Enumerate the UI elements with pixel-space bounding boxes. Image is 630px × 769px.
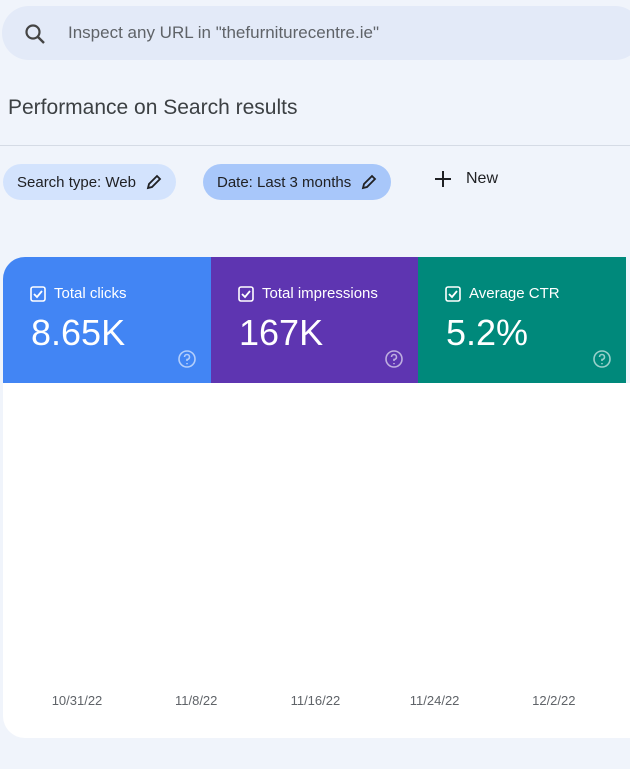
card-value: 8.65K	[31, 312, 126, 353]
metric-card[interactable]: Total clicks 8.65K	[3, 257, 211, 383]
card-label-row: Total clicks	[30, 285, 127, 302]
card-value: 5.2%	[446, 312, 529, 353]
chart-panel	[3, 383, 630, 738]
edit-icon	[362, 174, 377, 190]
metric-card[interactable]: Average CTR 5.2%	[418, 257, 626, 383]
search-placeholder: Inspect any URL in "thefurniturecentre.i…	[68, 23, 379, 42]
help-icon	[178, 350, 196, 368]
checkbox	[30, 285, 46, 302]
divider	[0, 145, 630, 146]
x-tick-label: 11/24/22	[410, 693, 460, 708]
filter-chip[interactable]: Search type: Web	[3, 164, 176, 200]
checkbox	[445, 285, 461, 302]
card-label: Average CTR	[469, 285, 560, 302]
card-label-row: Total impressions	[238, 285, 378, 302]
help-icon	[593, 350, 611, 368]
help-circle	[178, 350, 196, 368]
new-label: New	[466, 170, 499, 187]
x-tick-label: 10/31/22	[52, 693, 103, 708]
metric-card[interactable]: Total impressions 167K	[211, 257, 418, 383]
help-circle	[593, 350, 611, 368]
chart: 10/31/22 11/8/22 11/16/22 11/24/22 12/2/22	[52, 693, 576, 708]
help-mark	[183, 353, 191, 365]
new-button[interactable]: New	[434, 170, 498, 188]
search-bar[interactable]	[2, 6, 630, 60]
help-circle	[385, 350, 403, 368]
checkbox-box	[445, 285, 461, 302]
card-label-row: Average CTR	[445, 285, 560, 302]
checkbox-tick	[448, 289, 458, 298]
chip-label: Date: Last 3 months	[217, 173, 352, 191]
checkbox-box	[238, 285, 254, 302]
x-tick-label: 12/2/22	[532, 693, 575, 708]
search-icon	[25, 24, 45, 44]
card-label: Total clicks	[54, 285, 127, 302]
checkbox-box	[30, 285, 46, 302]
checkbox	[238, 285, 254, 302]
edit-icon	[146, 174, 162, 190]
filter-chip[interactable]: Date: Last 3 months	[203, 164, 392, 200]
plus-icon	[435, 171, 451, 187]
help-mark	[598, 353, 606, 365]
help-mark	[390, 353, 398, 365]
x-tick-label: 11/16/22	[291, 693, 341, 708]
checkbox-tick	[33, 289, 43, 298]
checkbox-tick	[241, 289, 251, 298]
chip-label: Search type: Web	[17, 173, 136, 191]
help-icon	[385, 350, 403, 368]
card-value: 167K	[239, 312, 324, 353]
x-tick-label: 11/8/22	[175, 693, 217, 708]
card-label: Total impressions	[262, 285, 378, 302]
page-heading: Performance on Search results	[8, 96, 298, 119]
